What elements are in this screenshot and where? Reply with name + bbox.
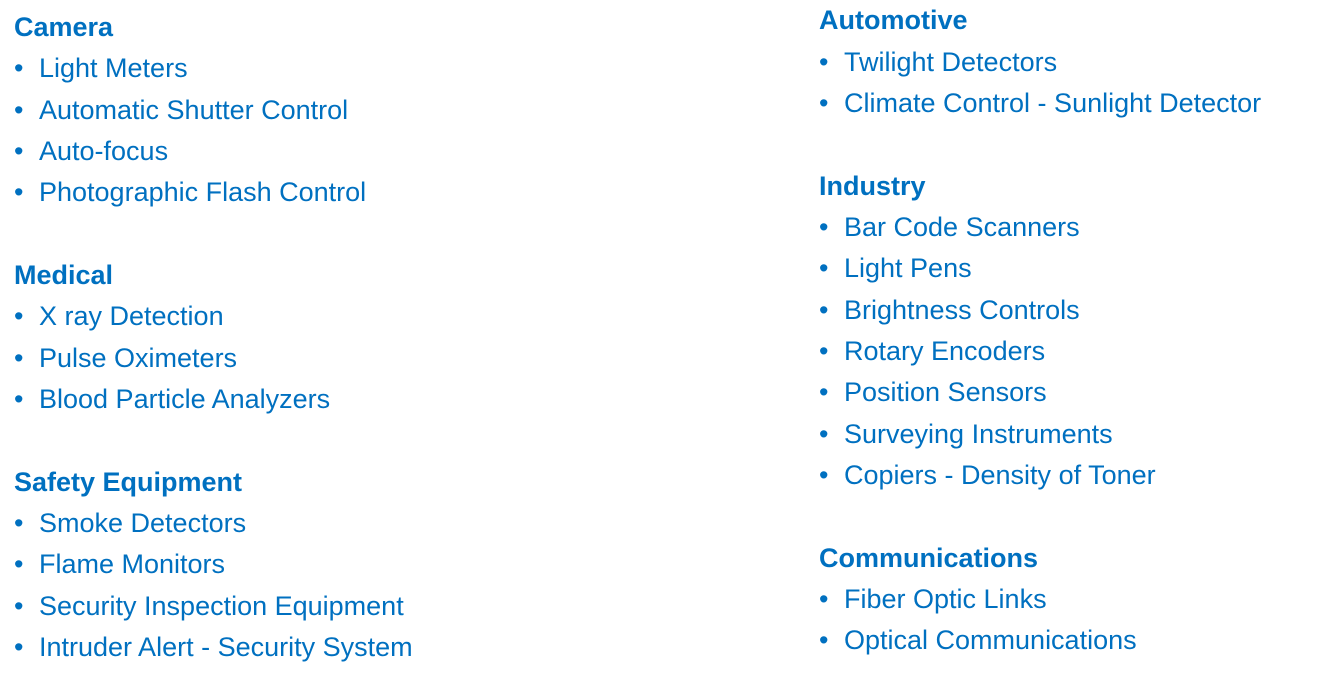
list-item-label: Intruder Alert - Security System bbox=[39, 632, 413, 662]
list-item: • X ray Detection bbox=[14, 301, 224, 331]
list-item: • Intruder Alert - Security System bbox=[14, 632, 413, 662]
bullet-icon: • bbox=[14, 508, 24, 538]
bullet-icon: • bbox=[14, 177, 24, 207]
list-item-label: Fiber Optic Links bbox=[844, 584, 1047, 614]
bullet-icon: • bbox=[819, 47, 829, 77]
section-title-camera: Camera bbox=[14, 12, 114, 42]
bullet-icon: • bbox=[819, 460, 829, 490]
list-item: • Pulse Oximeters bbox=[14, 343, 237, 373]
bullet-icon: • bbox=[819, 212, 829, 242]
list-item: • Twilight Detectors bbox=[819, 47, 1057, 77]
list-item-label: Brightness Controls bbox=[844, 295, 1080, 325]
list-item: • Smoke Detectors bbox=[14, 508, 246, 538]
list-item-label: Security Inspection Equipment bbox=[39, 591, 404, 621]
list-item-label: Light Pens bbox=[844, 253, 972, 283]
bullet-icon: • bbox=[819, 377, 829, 407]
bullet-icon: • bbox=[819, 253, 829, 283]
list-item: • Rotary Encoders bbox=[819, 336, 1045, 366]
list-item-label: Automatic Shutter Control bbox=[39, 95, 349, 125]
list-item-label: Surveying Instruments bbox=[844, 419, 1113, 449]
list-item: • Position Sensors bbox=[819, 377, 1047, 407]
list-item-label: Pulse Oximeters bbox=[39, 343, 238, 373]
list-item-label: Flame Monitors bbox=[39, 549, 226, 579]
list-item: • Climate Control - Sunlight Detector bbox=[819, 88, 1261, 118]
list-item-label: Light Meters bbox=[39, 53, 188, 83]
bullet-icon: • bbox=[819, 336, 829, 366]
bullet-icon: • bbox=[14, 136, 24, 166]
list-item: • Optical Communications bbox=[819, 625, 1137, 655]
list-item-label: Smoke Detectors bbox=[39, 508, 247, 538]
bullet-icon: • bbox=[819, 419, 829, 449]
list-item-label: Bar Code Scanners bbox=[844, 212, 1080, 242]
list-item-label: Climate Control - Sunlight Detector bbox=[844, 88, 1262, 118]
bullet-icon: • bbox=[819, 625, 829, 655]
list-item: • Bar Code Scanners bbox=[819, 212, 1080, 242]
list-item-label: Position Sensors bbox=[844, 377, 1047, 407]
list-item-label: Twilight Detectors bbox=[844, 47, 1058, 77]
bullet-icon: • bbox=[14, 53, 24, 83]
bullet-icon: • bbox=[14, 301, 24, 331]
bullet-icon: • bbox=[14, 343, 24, 373]
section-title-safety-equipment: Safety Equipment bbox=[14, 467, 243, 497]
section-title-automotive: Automotive bbox=[819, 5, 968, 35]
bullet-icon: • bbox=[819, 584, 829, 614]
section-title-industry: Industry bbox=[819, 171, 926, 201]
list-item-label: X ray Detection bbox=[39, 301, 224, 331]
list-item-label: Blood Particle Analyzers bbox=[39, 384, 331, 414]
bullet-icon: • bbox=[14, 591, 24, 621]
list-item: • Light Pens bbox=[819, 253, 972, 283]
list-item: • Flame Monitors bbox=[14, 549, 225, 579]
list-item: • Light Meters bbox=[14, 53, 188, 83]
list-item: • Security Inspection Equipment bbox=[14, 591, 404, 621]
bullet-icon: • bbox=[819, 295, 829, 325]
list-item: • Auto-focus bbox=[14, 136, 168, 166]
bullet-icon: • bbox=[14, 384, 24, 414]
bullet-icon: • bbox=[14, 549, 24, 579]
list-item-label: Rotary Encoders bbox=[844, 336, 1046, 366]
list-item: • Fiber Optic Links bbox=[819, 584, 1047, 614]
list-item: • Blood Particle Analyzers bbox=[14, 384, 330, 414]
list-item-label: Photographic Flash Control bbox=[39, 177, 367, 207]
list-item-label: Optical Communications bbox=[844, 625, 1137, 655]
bullet-icon: • bbox=[819, 88, 829, 118]
section-title-medical: Medical bbox=[14, 260, 114, 290]
list-item: • Photographic Flash Control bbox=[14, 177, 366, 207]
bullet-icon: • bbox=[14, 95, 24, 125]
list-item: • Brightness Controls bbox=[819, 295, 1080, 325]
section-title-communications: Communications bbox=[819, 543, 1039, 573]
list-item-label: Auto-focus bbox=[39, 136, 169, 166]
list-item: • Surveying Instruments bbox=[819, 419, 1113, 449]
bullet-icon: • bbox=[14, 632, 24, 662]
list-item-label: Copiers - Density of Toner bbox=[844, 460, 1156, 490]
list-item: • Automatic Shutter Control bbox=[14, 95, 348, 125]
list-item: • Copiers - Density of Toner bbox=[819, 460, 1156, 490]
